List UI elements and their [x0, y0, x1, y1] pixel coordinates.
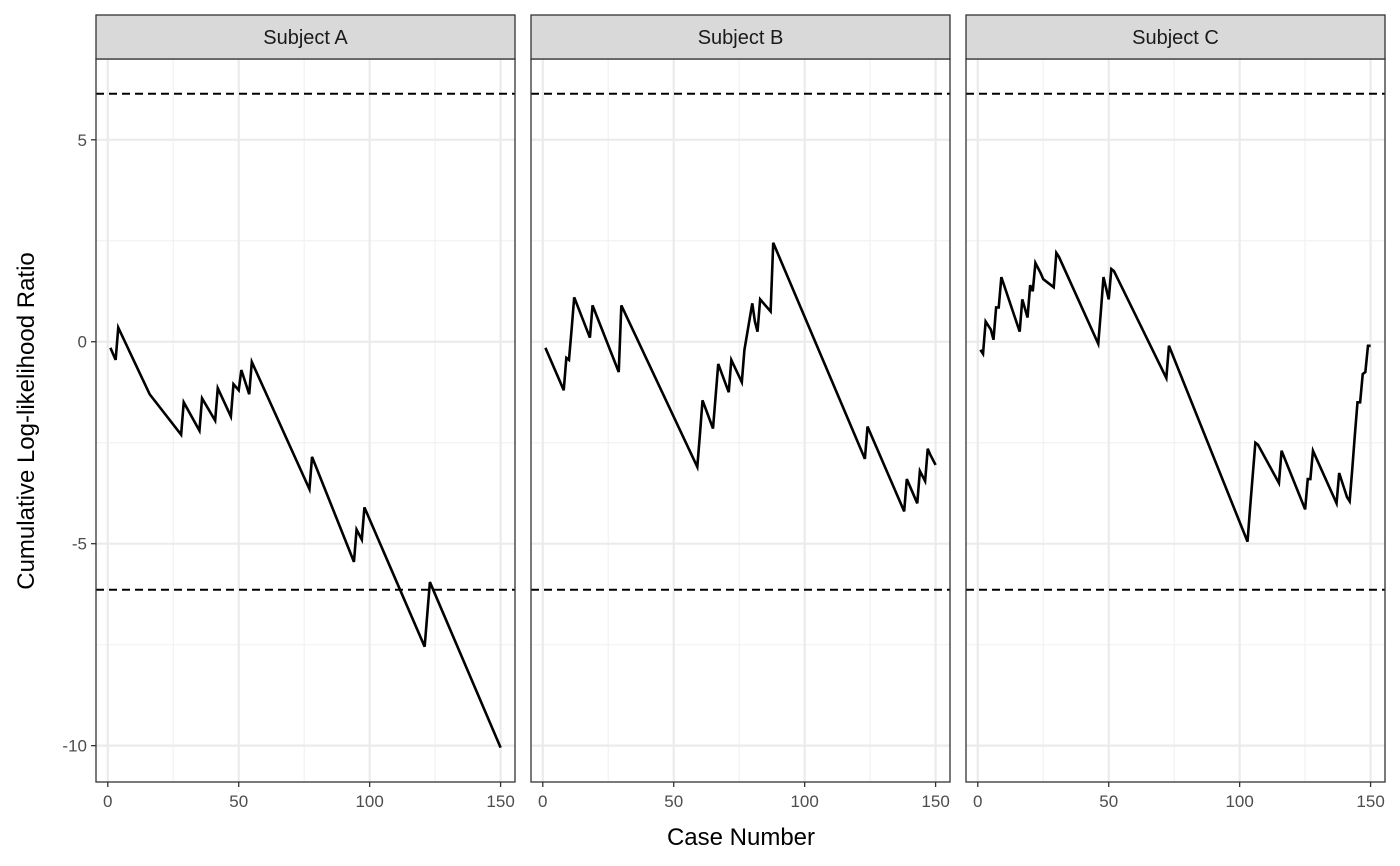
y-axis: 5 0 -5 -10 [62, 131, 96, 756]
x-tick-label: 150 [921, 792, 949, 811]
y-tick-label: -10 [62, 737, 87, 756]
x-axis-title: Case Number [667, 824, 815, 851]
facet-strip [530, 14, 951, 60]
x-tick-label: 100 [1225, 792, 1253, 811]
series-line [544, 242, 937, 512]
facet-strip [965, 14, 1386, 60]
panel-background [966, 59, 1385, 782]
x-tick-label: 100 [790, 792, 818, 811]
series-line [109, 322, 502, 749]
facet-panel: Subject B 0 50 100 150 [530, 14, 951, 811]
x-tick-label: 0 [103, 792, 112, 811]
x-tick-label: 0 [538, 792, 547, 811]
x-tick-label: 50 [229, 792, 248, 811]
x-tick-label: 0 [973, 792, 982, 811]
facet-strip-label: Subject C [1132, 27, 1219, 49]
facet-panel: Subject C 0 50 100 150 [965, 14, 1386, 811]
x-tick-label: 50 [664, 792, 683, 811]
facet-panel: Subject A 0 50 100 150 [95, 14, 516, 811]
x-tick-label: 150 [486, 792, 514, 811]
facet-strip [95, 14, 516, 60]
y-tick-label: -5 [72, 535, 87, 554]
series-line [979, 248, 1371, 543]
x-tick-label: 100 [355, 792, 383, 811]
x-tick-label: 50 [1099, 792, 1118, 811]
y-tick-label: 5 [78, 131, 87, 150]
x-tick-label: 150 [1356, 792, 1384, 811]
facet-strip-label: Subject B [698, 27, 784, 49]
y-axis-title: Cumulative Log-likelihood Ratio [13, 252, 40, 590]
panel-background [96, 59, 515, 782]
panel-background [531, 59, 950, 782]
y-tick-label: 0 [78, 333, 87, 352]
facet-strip-label: Subject A [263, 27, 348, 49]
